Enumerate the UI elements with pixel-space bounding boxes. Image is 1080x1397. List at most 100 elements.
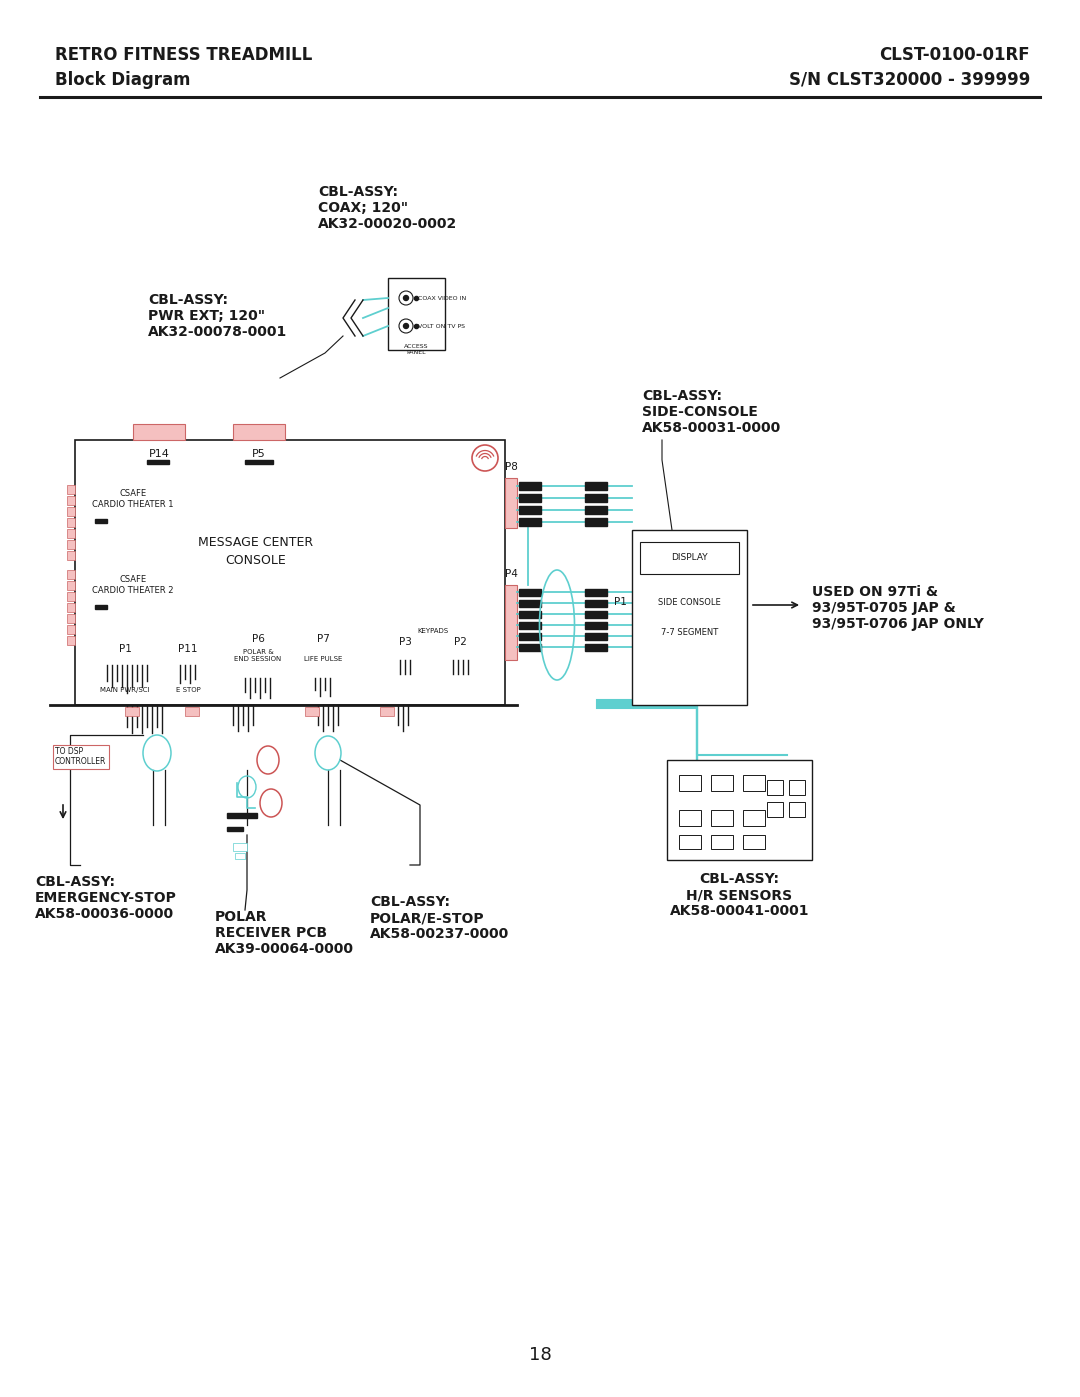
Bar	[67, 604, 75, 612]
Text: CBL-ASSY:
POLAR/E-STOP
AK58-00237-0000: CBL-ASSY: POLAR/E-STOP AK58-00237-0000	[370, 895, 510, 942]
Bar	[585, 590, 607, 597]
Text: CBL-ASSY:
PWR EXT; 120"
AK32-00078-0001: CBL-ASSY: PWR EXT; 120" AK32-00078-0001	[148, 293, 287, 339]
Bar	[711, 775, 733, 791]
Circle shape	[472, 446, 498, 471]
Text: POLAR
RECEIVER PCB
AK39-00064-0000: POLAR RECEIVER PCB AK39-00064-0000	[215, 909, 354, 957]
Bar	[585, 506, 607, 514]
Text: RETRO FITNESS TREADMILL: RETRO FITNESS TREADMILL	[55, 46, 312, 64]
Text: CBL-ASSY:
SIDE-CONSOLE
AK58-00031-0000: CBL-ASSY: SIDE-CONSOLE AK58-00031-0000	[642, 388, 781, 434]
Text: P7: P7	[316, 634, 329, 644]
Text: 18: 18	[528, 1345, 552, 1363]
Bar	[743, 775, 765, 791]
Bar	[67, 518, 75, 527]
Bar	[640, 542, 739, 574]
Text: P1: P1	[119, 644, 132, 654]
Text: CBL-ASSY:
EMERGENCY-STOP
AK58-00036-0000: CBL-ASSY: EMERGENCY-STOP AK58-00036-0000	[35, 875, 177, 922]
Bar	[67, 541, 75, 549]
Bar	[585, 495, 607, 502]
Text: CLST-0100-01RF: CLST-0100-01RF	[879, 46, 1030, 64]
Bar	[227, 813, 257, 819]
Bar	[388, 278, 445, 351]
Bar	[380, 707, 394, 717]
Bar	[147, 460, 168, 464]
Bar	[245, 460, 273, 464]
Text: SIDE CONSOLE: SIDE CONSOLE	[658, 598, 720, 608]
Circle shape	[404, 296, 408, 300]
Bar	[789, 802, 805, 817]
Bar	[519, 622, 541, 629]
Bar	[67, 592, 75, 601]
Text: LIFE PULSE: LIFE PULSE	[303, 657, 342, 662]
Text: USED ON 97Ti &
93/95T-0705 JAP &
93/95T-0706 JAP ONLY: USED ON 97Ti & 93/95T-0705 JAP & 93/95T-…	[812, 585, 984, 631]
Bar	[227, 827, 243, 831]
Bar	[519, 599, 541, 608]
Bar	[679, 810, 701, 826]
Text: COAX VIDEO IN: COAX VIDEO IN	[418, 296, 467, 300]
Bar	[519, 590, 541, 597]
Bar	[711, 810, 733, 826]
Text: E STOP: E STOP	[176, 687, 201, 693]
Bar	[519, 610, 541, 617]
Text: CBL-ASSY:
H/R SENSORS
AK58-00041-0001: CBL-ASSY: H/R SENSORS AK58-00041-0001	[670, 872, 809, 918]
Bar	[233, 842, 247, 851]
Text: P6: P6	[252, 634, 265, 644]
Text: CSAFE
CARDIO THEATER 1: CSAFE CARDIO THEATER 1	[92, 489, 174, 509]
Bar	[95, 520, 107, 522]
Text: ACCESS
PANEL: ACCESS PANEL	[404, 344, 429, 355]
Bar	[67, 624, 75, 634]
Bar	[133, 425, 185, 440]
Bar	[67, 550, 75, 560]
Bar	[789, 780, 805, 795]
Text: CSAFE
CARDIO THEATER 2: CSAFE CARDIO THEATER 2	[92, 576, 174, 595]
Bar	[632, 529, 747, 705]
Bar	[519, 506, 541, 514]
Bar	[519, 644, 541, 651]
Bar	[67, 507, 75, 515]
Bar	[585, 622, 607, 629]
Bar	[767, 802, 783, 817]
Text: P3: P3	[399, 637, 411, 647]
Bar	[585, 482, 607, 490]
Bar	[505, 478, 517, 528]
Bar	[67, 485, 75, 495]
Bar	[67, 570, 75, 578]
Text: VOLT ON TV PS: VOLT ON TV PS	[418, 324, 465, 328]
Bar	[235, 854, 245, 859]
Bar	[185, 707, 199, 717]
Text: Block Diagram: Block Diagram	[55, 71, 190, 89]
Text: P2: P2	[454, 637, 467, 647]
Text: P1: P1	[613, 597, 626, 608]
Bar	[585, 518, 607, 527]
Bar	[519, 495, 541, 502]
Bar	[67, 581, 75, 590]
Circle shape	[399, 291, 413, 305]
Bar	[67, 636, 75, 645]
Bar	[75, 440, 505, 705]
Bar	[233, 425, 285, 440]
Bar	[679, 775, 701, 791]
Bar	[505, 585, 517, 659]
Bar	[305, 707, 319, 717]
Bar	[95, 605, 107, 609]
Text: KEYPADS: KEYPADS	[417, 629, 448, 634]
Bar	[585, 610, 607, 617]
Text: TO DSP
CONTROLLER: TO DSP CONTROLLER	[55, 747, 106, 767]
Bar	[667, 760, 812, 861]
Bar	[743, 810, 765, 826]
Bar	[711, 835, 733, 849]
Text: MESSAGE CENTER
CONSOLE: MESSAGE CENTER CONSOLE	[198, 536, 313, 567]
Bar	[67, 496, 75, 504]
Bar	[585, 633, 607, 640]
Text: P11: P11	[178, 644, 198, 654]
Bar	[125, 707, 139, 717]
Bar	[585, 599, 607, 608]
Circle shape	[399, 319, 413, 332]
Bar	[519, 633, 541, 640]
Text: S/N CLST320000 - 399999: S/N CLST320000 - 399999	[788, 71, 1030, 89]
Bar	[519, 482, 541, 490]
Text: CBL-ASSY:
COAX; 120"
AK32-00020-0002: CBL-ASSY: COAX; 120" AK32-00020-0002	[318, 184, 457, 232]
Text: P14: P14	[149, 448, 170, 460]
Bar	[67, 529, 75, 538]
Bar	[585, 644, 607, 651]
Text: 7-7 SEGMENT: 7-7 SEGMENT	[661, 629, 718, 637]
